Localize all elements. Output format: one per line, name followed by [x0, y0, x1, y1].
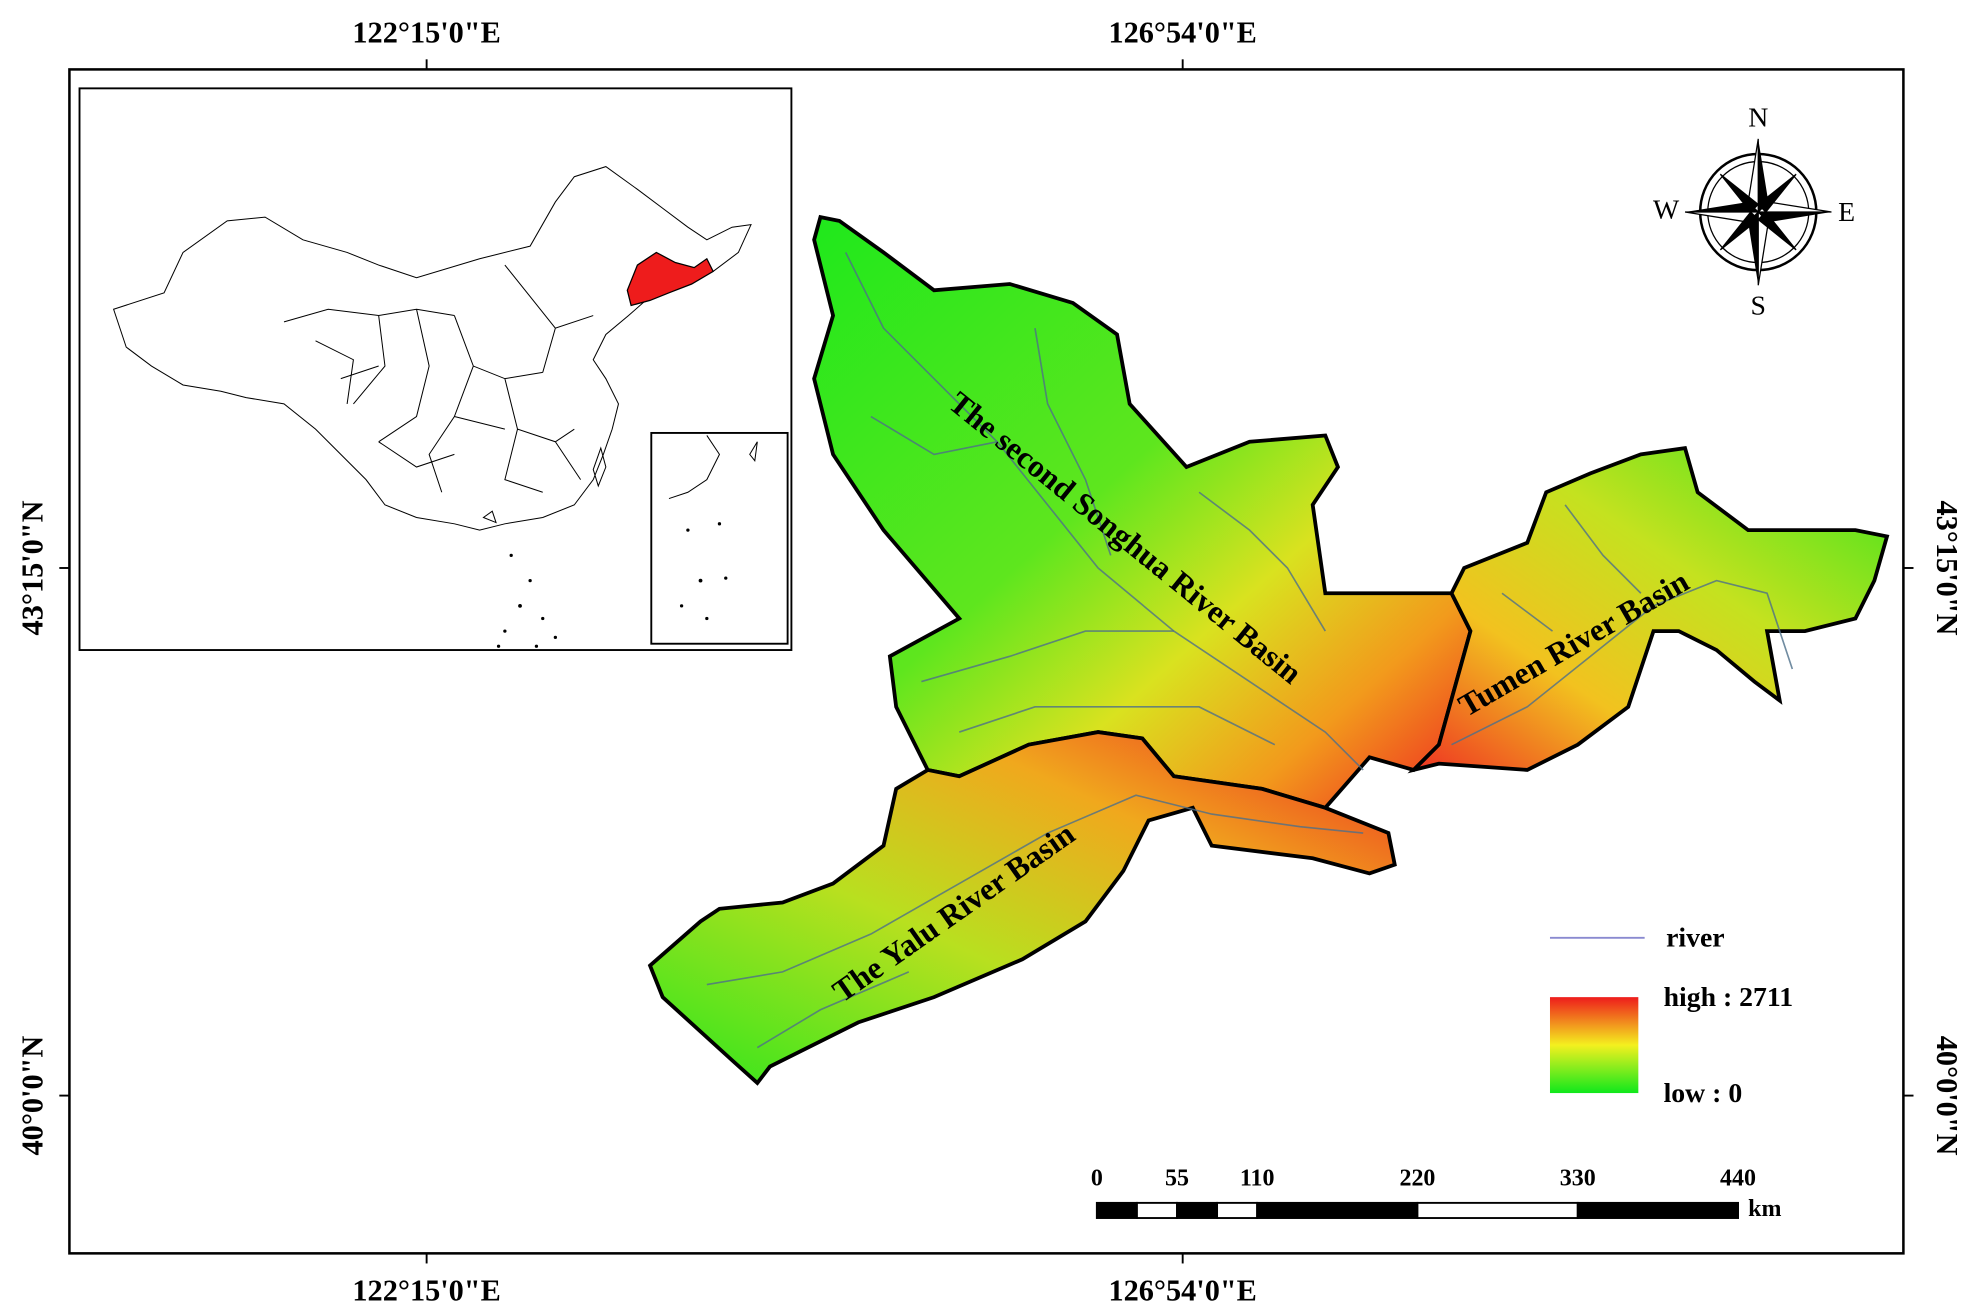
legend-label: high : 2711 [1664, 982, 1794, 1013]
north-arrow [1684, 138, 1832, 286]
scale-label: 440 [1720, 1166, 1756, 1192]
scale-segment [1095, 1201, 1138, 1219]
scale-label: 220 [1399, 1166, 1435, 1192]
coord-label: 43°15'0"N [1930, 501, 1964, 636]
coord-label: 126°54'0"E [1108, 1274, 1256, 1308]
graticule-ticks [59, 59, 1914, 1264]
scale-segment [1416, 1201, 1579, 1219]
coord-label: 122°15'0"E [352, 1274, 500, 1308]
scale-segment [1576, 1201, 1739, 1219]
scale-segment [1256, 1201, 1419, 1219]
scale-unit: km [1748, 1196, 1781, 1222]
compass-label: W [1653, 194, 1680, 225]
coord-label: 43°15'0"N [15, 500, 49, 635]
rivers [706, 252, 1794, 1049]
scale-segment [1135, 1201, 1178, 1219]
compass-label: E [1838, 197, 1855, 228]
songhua-basin [812, 214, 1473, 810]
legend-label: low : 0 [1664, 1078, 1743, 1109]
map-frame [68, 68, 1905, 1255]
inset-map [78, 87, 793, 651]
coord-label: 126°54'0"E [1108, 15, 1256, 49]
coord-label: 40°0'0"N [15, 1036, 49, 1156]
compass-label: N [1748, 102, 1768, 133]
scale-label: 0 [1091, 1166, 1103, 1192]
coord-label: 122°15'0"E [352, 15, 500, 49]
legend-ramp [1549, 997, 1639, 1094]
yalu-basin [647, 730, 1397, 1086]
scale-label: 110 [1240, 1166, 1275, 1192]
compass-label: S [1751, 290, 1766, 321]
scale-segment [1216, 1201, 1259, 1219]
scale-label: 330 [1560, 1166, 1596, 1192]
map-layout: 122°15'0"E 126°54'0"E 122°15'0"E 126°54'… [15, 15, 1964, 1307]
scale-label: 55 [1165, 1166, 1189, 1192]
scale-bar: 0 55 110 220 330 440 [1091, 1166, 1756, 1219]
coord-label: 40°0'0"N [1930, 1036, 1964, 1156]
legend-label: river [1666, 923, 1725, 954]
scale-segment [1176, 1201, 1219, 1219]
